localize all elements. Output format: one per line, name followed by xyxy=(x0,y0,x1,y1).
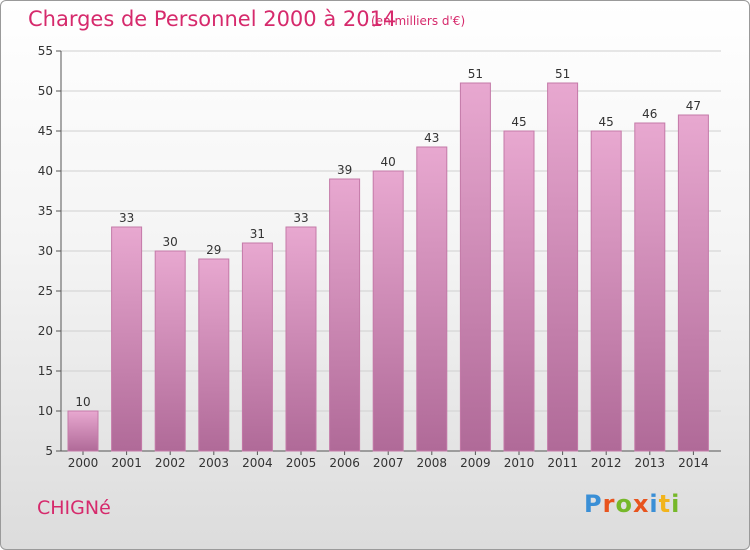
data-label: 39 xyxy=(337,163,352,177)
data-label: 43 xyxy=(424,131,439,145)
x-tick-label: 2011 xyxy=(547,456,578,470)
bar xyxy=(677,114,709,452)
labels: 5 10 15 20 25 30 35 40 45 50 55 10 2000 33 2001 30 2002 2… xyxy=(38,44,709,470)
data-label: 51 xyxy=(555,67,570,81)
x-tick-label: 2005 xyxy=(286,456,317,470)
x-tick-label: 2002 xyxy=(155,456,186,470)
logo-letter: o xyxy=(615,490,633,518)
logo-letter: r xyxy=(602,490,616,518)
data-label: 30 xyxy=(163,235,178,249)
bar xyxy=(416,146,448,452)
y-tick-label: 10 xyxy=(38,404,53,418)
logo-letter: P xyxy=(584,490,603,518)
x-tick-label: 2008 xyxy=(417,456,448,470)
chart-title: Charges de Personnel 2000 à 2014 xyxy=(28,7,397,31)
data-label: 33 xyxy=(293,211,308,225)
x-tick-label: 2003 xyxy=(199,456,230,470)
bar xyxy=(241,242,273,452)
data-label: 29 xyxy=(206,243,221,257)
logo-letter: t xyxy=(658,490,672,518)
logo-letter: x xyxy=(632,490,650,518)
bar xyxy=(503,130,535,452)
x-tick-label: 2012 xyxy=(591,456,622,470)
y-tick-label: 15 xyxy=(38,364,53,378)
bar xyxy=(547,82,579,452)
y-tick-label: 50 xyxy=(38,84,53,98)
y-tick-label: 35 xyxy=(38,204,53,218)
x-tick-label: 2013 xyxy=(635,456,666,470)
y-tick-label: 25 xyxy=(38,284,53,298)
bar xyxy=(285,226,317,452)
y-tick-label: 30 xyxy=(38,244,53,258)
data-label: 45 xyxy=(511,115,526,129)
y-tick-label: 55 xyxy=(38,44,53,58)
chart-subtitle: (en milliers d'€) xyxy=(371,14,466,28)
x-tick-label: 2010 xyxy=(504,456,535,470)
y-tick-label: 5 xyxy=(45,444,53,458)
bar xyxy=(67,410,99,452)
x-tick-label: 2009 xyxy=(460,456,491,470)
bar xyxy=(198,258,230,452)
y-tick-label: 20 xyxy=(38,324,53,338)
x-tick-label: 2001 xyxy=(111,456,142,470)
x-tick-label: 2004 xyxy=(242,456,273,470)
data-label: 51 xyxy=(468,67,483,81)
data-label: 10 xyxy=(75,395,90,409)
data-label: 47 xyxy=(686,99,701,113)
x-tick-label: 2000 xyxy=(68,456,99,470)
bar xyxy=(372,170,404,452)
bar xyxy=(459,82,491,452)
logo-letter: i xyxy=(671,490,681,518)
y-tick-label: 40 xyxy=(38,164,53,178)
x-tick-label: 2006 xyxy=(329,456,360,470)
logo-letter: i xyxy=(649,490,659,518)
commune-name: CHIGNé xyxy=(37,497,111,519)
bar xyxy=(590,130,622,452)
bar xyxy=(634,122,666,452)
bar xyxy=(154,250,186,452)
data-label: 46 xyxy=(642,107,657,121)
bar xyxy=(329,178,361,452)
y-tick-label: 45 xyxy=(38,124,53,138)
data-label: 33 xyxy=(119,211,134,225)
x-tick-label: 2014 xyxy=(678,456,709,470)
bars xyxy=(67,82,709,452)
data-label: 40 xyxy=(381,155,396,169)
x-tick-label: 2007 xyxy=(373,456,404,470)
proxiti-logo: Proxiti xyxy=(584,490,680,518)
data-label: 31 xyxy=(250,227,265,241)
data-label: 45 xyxy=(599,115,614,129)
bar xyxy=(111,226,143,452)
